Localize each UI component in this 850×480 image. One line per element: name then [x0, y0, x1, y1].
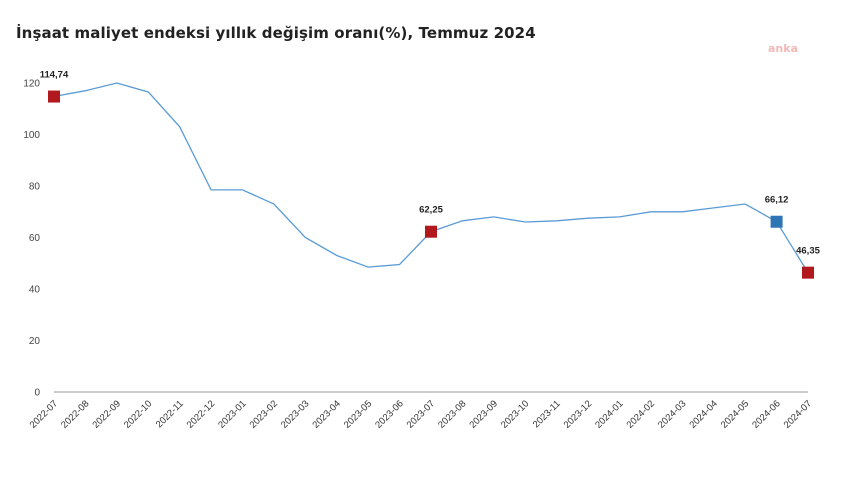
x-tick-label: 2022-12 [185, 398, 217, 430]
x-tick-label: 2022-08 [59, 398, 91, 430]
x-tick-label: 2024-02 [625, 398, 657, 430]
data-label: 114,74 [40, 70, 69, 81]
y-tick-label: 20 [29, 336, 41, 347]
data-label: 66,12 [765, 195, 789, 206]
x-tick-label: 2023-03 [279, 398, 311, 430]
x-tick-label: 2023-12 [562, 398, 594, 430]
x-tick-label: 2022-10 [122, 398, 154, 430]
data-label: 62,25 [419, 205, 443, 216]
x-tick-label: 2023-04 [310, 398, 342, 430]
x-tick-label: 2024-05 [719, 398, 751, 430]
x-tick-label: 2024-03 [656, 398, 688, 430]
x-tick-label: 2023-02 [248, 398, 280, 430]
x-tick-label: 2022-11 [154, 398, 186, 430]
data-point-marker [425, 225, 437, 238]
y-tick-label: 40 [29, 285, 41, 296]
x-tick-label: 2024-07 [782, 398, 814, 430]
data-point-marker [48, 90, 60, 103]
y-axis-ticks: 0 20 40 60 80 100 120 [23, 79, 40, 399]
data-labels: 114,74 62,25 66,12 46,35 [40, 70, 821, 257]
chart-title: İnşaat maliyet endeksi yıllık değişim or… [16, 24, 536, 42]
y-tick-label: 80 [29, 182, 41, 193]
watermark-logo: anka [768, 42, 798, 55]
x-tick-label: 2023-05 [342, 398, 374, 430]
x-tick-label: 2023-01 [216, 398, 248, 430]
x-tick-label: 2022-07 [28, 398, 60, 430]
x-tick-label: 2023-09 [468, 398, 500, 430]
highlight-markers [48, 90, 814, 279]
y-tick-label: 60 [29, 233, 41, 244]
data-point-marker [802, 266, 814, 279]
y-tick-label: 100 [23, 130, 40, 141]
x-tick-label: 2024-06 [750, 398, 782, 430]
y-tick-label: 0 [34, 388, 40, 399]
y-tick-label: 120 [23, 79, 40, 90]
series-line [53, 82, 809, 273]
x-tick-label: 2022-09 [91, 398, 123, 430]
x-tick-label: 2023-10 [499, 398, 531, 430]
x-tick-label: 2023-07 [405, 398, 437, 430]
data-label: 46,35 [796, 246, 820, 257]
x-tick-label: 2024-04 [687, 398, 719, 430]
data-point-marker [770, 215, 783, 228]
x-tick-label: 2024-01 [593, 398, 625, 430]
x-tick-label: 2023-08 [436, 398, 468, 430]
x-tick-label: 2023-11 [531, 398, 563, 430]
x-tick-label: 2023-06 [373, 398, 405, 430]
